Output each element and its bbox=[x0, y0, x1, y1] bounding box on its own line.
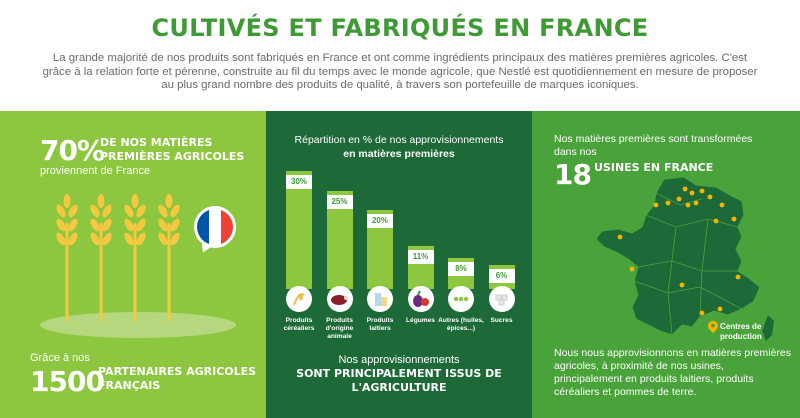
bar-value-label: 8% bbox=[448, 261, 474, 276]
vegetables-icon bbox=[407, 286, 434, 312]
dairy-icon bbox=[367, 286, 393, 312]
chart-footer-1: Nos approvisionnements bbox=[338, 354, 460, 366]
chart-title-line-2: en matières premières bbox=[343, 148, 455, 160]
percent-label: DE NOS MATIÈRES PREMIÈRES AGRICOLES bbox=[100, 136, 245, 163]
chart-footer-2: SONT PRINCIPALEMENT ISSUS DE L'AGRICULTU… bbox=[296, 367, 502, 394]
category-label: Sucres bbox=[490, 317, 513, 324]
partners-pre: Grâce à nos bbox=[30, 352, 90, 364]
partners-label: PARTENAIRES AGRICOLES FRANÇAIS bbox=[98, 365, 257, 392]
percent-value: 70% bbox=[40, 134, 105, 167]
meat-icon bbox=[326, 286, 353, 312]
wheat-icon bbox=[124, 194, 146, 321]
partners-count: 1500 bbox=[30, 365, 105, 398]
origin-panel: 70% DE NOS MATIÈRES PREMIÈRES AGRICOLES … bbox=[0, 111, 266, 418]
bar-value-label: 30% bbox=[286, 175, 312, 189]
intro-text: La grande majorité de nos produits sont … bbox=[42, 52, 758, 92]
supply-chart-panel: Répartition en % de nos approvisionnemen… bbox=[266, 111, 532, 418]
factories-label: USINES EN FRANCE bbox=[594, 161, 714, 174]
bar-value-label: 25% bbox=[326, 194, 353, 209]
sugar-icon bbox=[488, 286, 515, 312]
chart-bar bbox=[286, 171, 312, 289]
map-pin-icon bbox=[708, 321, 718, 333]
wheat-icon bbox=[90, 194, 112, 321]
oils-spices-icon bbox=[448, 286, 474, 312]
wheat-icon bbox=[158, 194, 180, 321]
sourcing-text: Nous nous approvisionnons en matières pr… bbox=[554, 347, 791, 398]
bar-value-label: 6% bbox=[488, 269, 515, 284]
category-label: Produits laitiers bbox=[366, 317, 394, 332]
cereal-icon bbox=[286, 286, 312, 312]
category-label: Produits céréaliers bbox=[283, 317, 315, 332]
page-title: CULTIVÉS ET FABRIQUÉS EN FRANCE bbox=[151, 14, 649, 42]
factories-panel: Nos matières premières sont transformées… bbox=[532, 111, 800, 418]
wheat-icon bbox=[56, 194, 78, 321]
header: CULTIVÉS ET FABRIQUÉS EN FRANCE La grand… bbox=[0, 0, 800, 111]
bar-value-label: 11% bbox=[407, 249, 434, 264]
category-label: Autres (huiles, épices...) bbox=[438, 317, 484, 332]
percent-sub: proviennent de France bbox=[40, 165, 151, 177]
category-label: Produits d'origine animale bbox=[325, 317, 354, 340]
factories-intro: Nos matières premières sont transformées… bbox=[554, 133, 753, 158]
france-map-icon bbox=[595, 176, 774, 341]
bar-chart: 30% Produits céréaliers 25% Produits d'orig… bbox=[266, 111, 532, 418]
france-flag-icon bbox=[194, 206, 236, 248]
factories-count: 18 bbox=[554, 158, 592, 191]
chart-title-line-1: Répartition en % de nos approvisionnemen… bbox=[294, 134, 504, 146]
bar-value-label: 20% bbox=[367, 214, 393, 229]
map-legend-label: Centres de production bbox=[720, 322, 762, 341]
chart-title: Répartition en % de nos approvisionnemen… bbox=[266, 133, 532, 161]
ground-shape bbox=[40, 312, 236, 338]
category-label: Légumes bbox=[406, 317, 435, 324]
